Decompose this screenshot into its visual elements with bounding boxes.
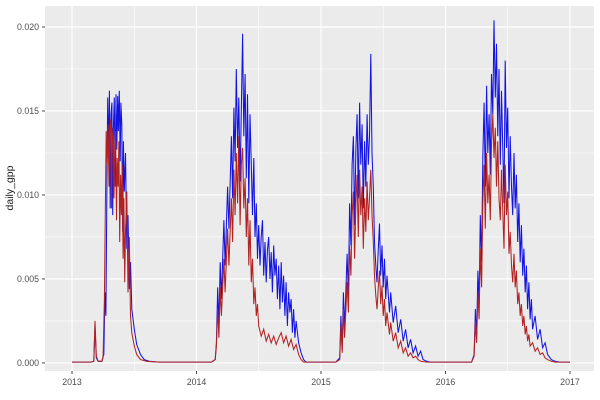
- y-tick-label: 0.010: [17, 190, 39, 200]
- y-axis-title: daily_gpp: [4, 165, 16, 210]
- major-gridlines: [45, 6, 594, 371]
- axis-tick-marks: [42, 26, 571, 374]
- y-tick-label: 0.015: [17, 106, 39, 116]
- axis-tick-labels: 2013 2014 2015 2016 2017 0.000 0.005 0.010 0.015…: [17, 22, 580, 387]
- x-tick-label: 2016: [436, 377, 456, 387]
- x-tick-label: 2014: [187, 377, 207, 387]
- x-tick-label: 2013: [62, 377, 82, 387]
- line-gpp-red: [72, 114, 570, 363]
- x-tick-label: 2017: [560, 377, 580, 387]
- y-tick-label: 0.020: [17, 22, 39, 32]
- x-tick-label: 2015: [311, 377, 331, 387]
- y-tick-label: 0.000: [17, 358, 39, 368]
- series-lines: [72, 20, 570, 363]
- y-tick-label: 0.005: [17, 274, 39, 284]
